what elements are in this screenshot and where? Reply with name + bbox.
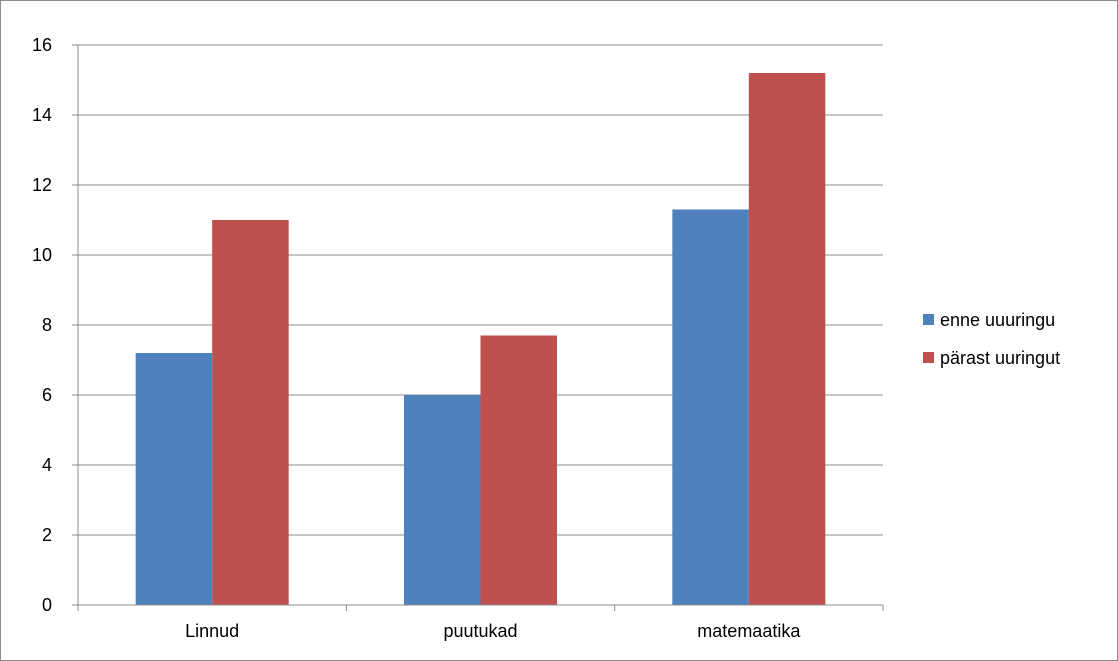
x-category-label: puutukad	[443, 621, 517, 641]
x-category-label: matemaatika	[697, 621, 801, 641]
y-tick-label: 14	[32, 105, 52, 125]
y-tick-label: 4	[42, 455, 52, 475]
y-tick-label: 2	[42, 525, 52, 545]
legend-label: pärast uuringut	[940, 348, 1060, 368]
bar-series-2-2	[748, 73, 826, 605]
y-tick-label: 6	[42, 385, 52, 405]
bar-series-1-2	[672, 209, 749, 605]
axes	[72, 44, 884, 611]
bar-series-1-0	[135, 353, 213, 605]
bar-series-2-1	[480, 335, 557, 605]
bar-series-2-0	[212, 220, 289, 605]
y-axis-tick-labels: 0 2 4 6 8 10 12 14 16	[32, 35, 52, 615]
y-tick-label: 0	[42, 595, 52, 615]
legend-label: enne uuuringu	[940, 310, 1055, 330]
x-category-label: Linnud	[185, 621, 239, 641]
legend-swatch	[923, 352, 934, 363]
y-tick-label: 10	[32, 245, 52, 265]
bar-series-1-1	[404, 395, 481, 605]
bars	[135, 73, 826, 605]
x-axis-category-labels: Linnud puutukad matemaatika	[185, 621, 801, 641]
y-tick-label: 8	[42, 315, 52, 335]
y-tick-label: 12	[32, 175, 52, 195]
y-tick-label: 16	[32, 35, 52, 55]
legend-swatch	[923, 314, 934, 325]
legend: enne uuuringu pärast uuringut	[923, 310, 1060, 368]
